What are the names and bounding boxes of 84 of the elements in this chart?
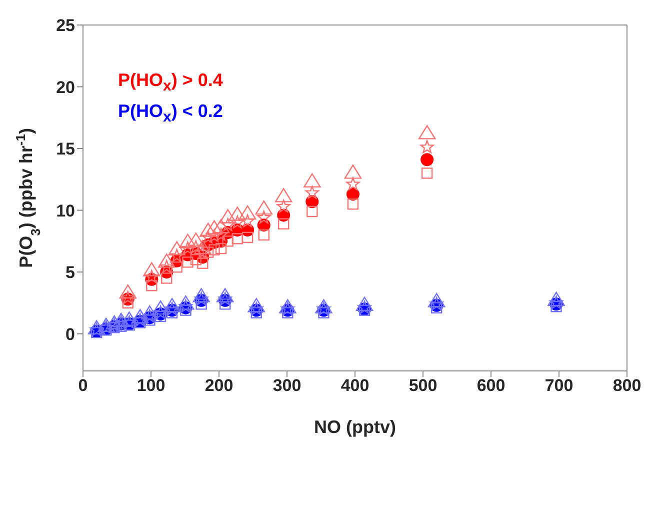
point [119,284,136,299]
point [163,298,181,312]
point [132,309,149,324]
point [257,210,271,224]
point [275,188,292,202]
x-axis-title: NO (pptv) [314,416,396,437]
point [152,300,170,315]
point [214,228,228,241]
point [306,206,318,218]
point [182,256,194,268]
x-tick-label: 300 [272,376,302,395]
point [177,296,194,310]
y-tick-label: 0 [66,324,75,344]
point [240,214,254,228]
y-tick-label: 15 [56,140,75,159]
x-tick-label: 100 [136,376,166,395]
y-tick-label: 20 [56,78,75,97]
point [98,318,115,332]
point [106,315,123,330]
point [248,298,265,312]
point [208,244,220,256]
x-tick-label: 200 [204,376,234,395]
point [222,236,234,247]
x-tick-label: 800 [612,376,642,395]
point [347,198,359,210]
point [418,125,436,140]
text: P(HO$_{x}$) < 0.2 [118,100,223,128]
point [420,153,434,166]
point [194,240,212,254]
text: P(HO$_{x}$) > 0.4 [118,69,223,97]
point [304,173,321,188]
point [161,272,172,284]
x-tick-label: 0 [78,376,88,395]
point [421,168,433,179]
point [242,232,254,244]
point [344,164,362,179]
point [88,320,106,334]
y-tick-label: 25 [56,16,75,36]
point [315,299,332,314]
point [144,270,158,283]
point [228,206,246,221]
point [201,230,215,244]
point [120,312,138,326]
point [190,254,202,266]
point [548,292,565,306]
point [179,234,196,248]
point [215,242,227,254]
x-tick-label: 500 [408,376,438,395]
point [212,218,230,234]
point [158,254,176,268]
point [356,296,374,311]
point [230,216,244,228]
y-tick-label: 5 [66,263,75,282]
point [428,293,446,308]
point [238,205,256,220]
point [279,299,296,314]
point [420,140,434,154]
point [276,199,290,212]
point [258,229,270,241]
point [232,233,243,244]
point [219,209,236,224]
point [112,312,130,328]
point [143,262,160,276]
point [168,241,186,256]
point [216,288,234,302]
point [192,288,210,302]
point [187,232,204,247]
point [278,218,290,230]
point [146,280,158,292]
point [346,177,360,190]
point [170,248,184,262]
x-tick-label: 700 [544,376,574,395]
x-tick-label: 600 [476,376,506,395]
x-tick-label: 400 [340,376,370,395]
point [255,200,272,215]
y-tick-label: 10 [56,201,75,220]
point [180,241,194,254]
point [305,186,319,199]
point [206,220,223,234]
point [171,261,182,273]
point [115,320,127,332]
point [197,258,208,269]
point [141,305,158,320]
point [200,222,217,237]
